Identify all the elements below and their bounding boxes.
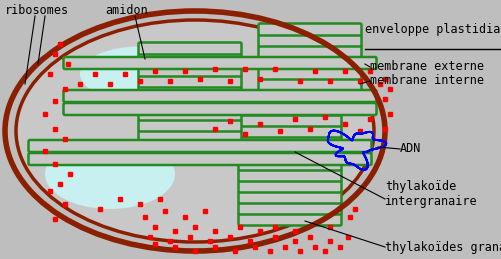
FancyBboxPatch shape xyxy=(138,54,241,66)
FancyBboxPatch shape xyxy=(64,57,376,69)
FancyBboxPatch shape xyxy=(138,76,241,88)
FancyBboxPatch shape xyxy=(259,24,362,35)
Ellipse shape xyxy=(80,47,200,102)
Text: thylakoïdes granaire: thylakoïdes granaire xyxy=(385,241,501,254)
FancyBboxPatch shape xyxy=(238,181,342,192)
Text: thylakoïde
intergranaire: thylakoïde intergranaire xyxy=(385,180,477,208)
FancyBboxPatch shape xyxy=(138,109,241,120)
FancyBboxPatch shape xyxy=(238,169,342,182)
Text: membrane interne: membrane interne xyxy=(370,75,484,88)
FancyBboxPatch shape xyxy=(238,203,342,214)
FancyBboxPatch shape xyxy=(64,90,376,102)
Ellipse shape xyxy=(16,20,374,242)
FancyBboxPatch shape xyxy=(138,64,241,76)
FancyBboxPatch shape xyxy=(238,126,342,138)
FancyBboxPatch shape xyxy=(259,46,362,57)
FancyBboxPatch shape xyxy=(238,159,342,170)
FancyBboxPatch shape xyxy=(238,213,342,226)
FancyBboxPatch shape xyxy=(238,136,342,148)
FancyBboxPatch shape xyxy=(259,100,362,112)
FancyBboxPatch shape xyxy=(238,147,342,160)
FancyBboxPatch shape xyxy=(259,56,362,68)
FancyBboxPatch shape xyxy=(238,191,342,204)
FancyBboxPatch shape xyxy=(238,114,342,126)
FancyBboxPatch shape xyxy=(64,103,376,115)
FancyBboxPatch shape xyxy=(259,78,362,90)
Ellipse shape xyxy=(45,139,175,209)
FancyBboxPatch shape xyxy=(259,68,362,80)
Text: membrane externe: membrane externe xyxy=(370,61,484,74)
FancyBboxPatch shape xyxy=(138,119,241,132)
Text: enveloppe plastidiale: enveloppe plastidiale xyxy=(365,23,501,35)
FancyBboxPatch shape xyxy=(29,153,372,165)
FancyBboxPatch shape xyxy=(259,34,362,47)
FancyBboxPatch shape xyxy=(138,97,241,110)
FancyBboxPatch shape xyxy=(138,42,241,54)
FancyBboxPatch shape xyxy=(259,90,362,102)
Text: ribosomes: ribosomes xyxy=(5,4,69,18)
FancyBboxPatch shape xyxy=(29,140,372,152)
Text: ADN: ADN xyxy=(400,142,421,155)
FancyBboxPatch shape xyxy=(138,131,241,142)
FancyBboxPatch shape xyxy=(138,87,241,98)
Text: amidon: amidon xyxy=(105,4,148,18)
FancyBboxPatch shape xyxy=(238,104,342,116)
